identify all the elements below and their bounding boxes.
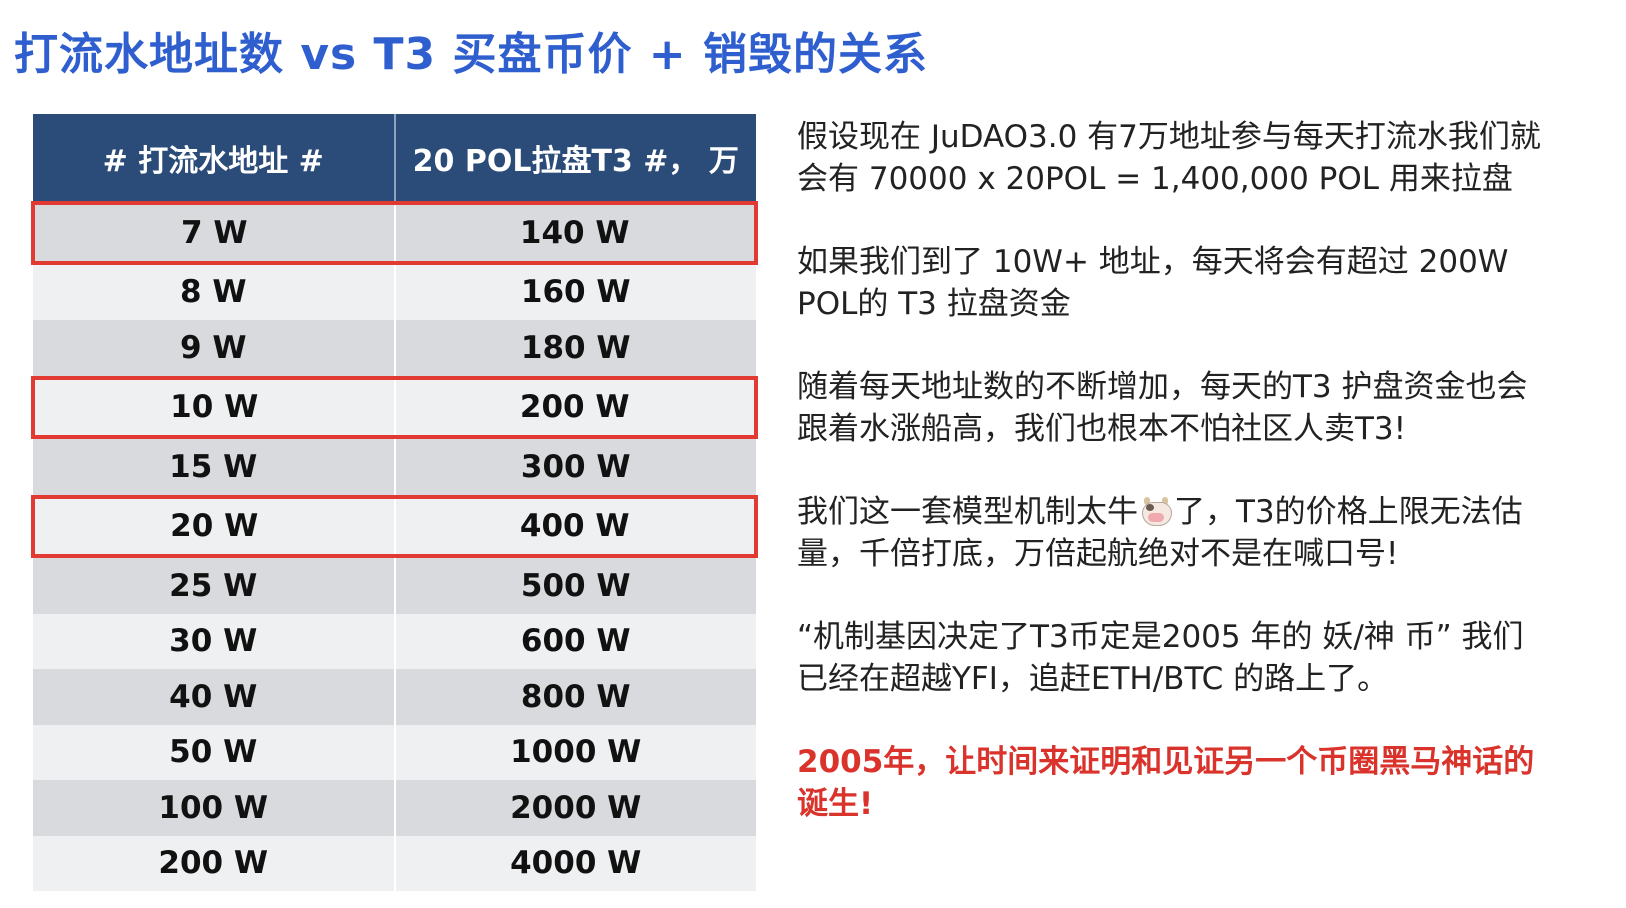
- cell-pol: 160 W: [394, 262, 756, 320]
- paragraph-growth: 随着每天地址数的不断增加，每天的T3 护盘资金也会跟着水涨船高，我们也根本不怕社…: [797, 369, 1528, 447]
- cell-addresses: 15 W: [33, 437, 396, 497]
- table-row: 25 W 500 W: [33, 556, 756, 614]
- table-row: 8 W 160 W: [33, 262, 756, 320]
- paragraph-model: 我们这一套模型机制太牛 了，T3的价格上限无法估量，千倍打底，万倍起航绝对不是在喊…: [797, 491, 1542, 575]
- cow-icon: [1138, 496, 1174, 526]
- table-row: 100 W 2000 W: [33, 780, 756, 836]
- cell-pol: 2000 W: [394, 780, 756, 836]
- table-row: 9 W 180 W: [33, 320, 756, 378]
- table-row: 7 W 140 W: [31, 201, 758, 265]
- header-pol-pump: 20 POL拉盘T3 #， 万: [394, 114, 756, 203]
- cell-addresses: 50 W: [33, 724, 396, 780]
- cell-addresses: 9 W: [33, 320, 396, 378]
- cell-pol: 200 W: [394, 375, 758, 439]
- cell-addresses: 10 W: [31, 375, 396, 439]
- cell-pol: 4000 W: [394, 835, 756, 891]
- cell-addresses: 20 W: [31, 494, 396, 558]
- model-text-after: 了，T3的价格上限无法估量，千倍打底，万倍起航绝对不是在喊口号!: [797, 494, 1523, 572]
- cell-pol: 300 W: [394, 437, 756, 497]
- paragraph-quote: “机制基因决定了T3币定是2005 年的 妖/神 币” 我们已经在超越YFI，追…: [797, 619, 1524, 697]
- paragraph-assumption: 假设现在 JuDAO3.0 有7万地址参与每天打流水我们就会有 70000 x …: [797, 119, 1541, 197]
- table-row: 15 W 300 W: [33, 437, 756, 497]
- explanation-text: 假设现在 JuDAO3.0 有7万地址参与每天打流水我们就会有 70000 x …: [797, 116, 1542, 866]
- table-row: 30 W 600 W: [33, 613, 756, 669]
- cell-addresses: 25 W: [33, 556, 396, 614]
- cell-addresses: 40 W: [33, 669, 396, 725]
- data-table: # 打流水地址 # 20 POL拉盘T3 #， 万 7 W 140 W 8 W …: [31, 114, 758, 891]
- cell-pol: 600 W: [394, 613, 756, 669]
- model-text-before: 我们这一套模型机制太牛: [797, 494, 1138, 530]
- cell-addresses: 30 W: [33, 613, 396, 669]
- table-row: 50 W 1000 W: [33, 724, 756, 780]
- address-table: # 打流水地址 # 20 POL拉盘T3 #， 万 7 W 140 W 8 W …: [31, 114, 758, 891]
- table-row: 20 W 400 W: [31, 494, 758, 558]
- cell-addresses: 7 W: [31, 201, 396, 265]
- cell-addresses: 8 W: [33, 262, 396, 320]
- paragraph-conclusion: 2005年，让时间来证明和见证另一个币圈黑马神话的诞生!: [797, 744, 1535, 822]
- cell-pol: 800 W: [394, 669, 756, 725]
- cell-pol: 1000 W: [394, 724, 756, 780]
- table-header-row: # 打流水地址 # 20 POL拉盘T3 #， 万: [33, 114, 756, 203]
- cell-pol: 400 W: [394, 494, 758, 558]
- cell-addresses: 200 W: [33, 835, 396, 891]
- cell-pol: 140 W: [394, 201, 758, 265]
- table-row: 10 W 200 W: [31, 375, 758, 439]
- cell-pol: 180 W: [394, 320, 756, 378]
- paragraph-10w: 如果我们到了 10W+ 地址，每天将会有超过 200W POL的 T3 拉盘资金: [797, 244, 1509, 322]
- cell-pol: 500 W: [394, 556, 756, 614]
- header-addresses: # 打流水地址 #: [33, 114, 396, 203]
- page-title: 打流水地址数 vs T3 买盘币价 + 销毁的关系: [14, 29, 928, 80]
- table-row: 40 W 800 W: [33, 669, 756, 725]
- cell-addresses: 100 W: [33, 780, 396, 836]
- table-row: 200 W 4000 W: [33, 835, 756, 891]
